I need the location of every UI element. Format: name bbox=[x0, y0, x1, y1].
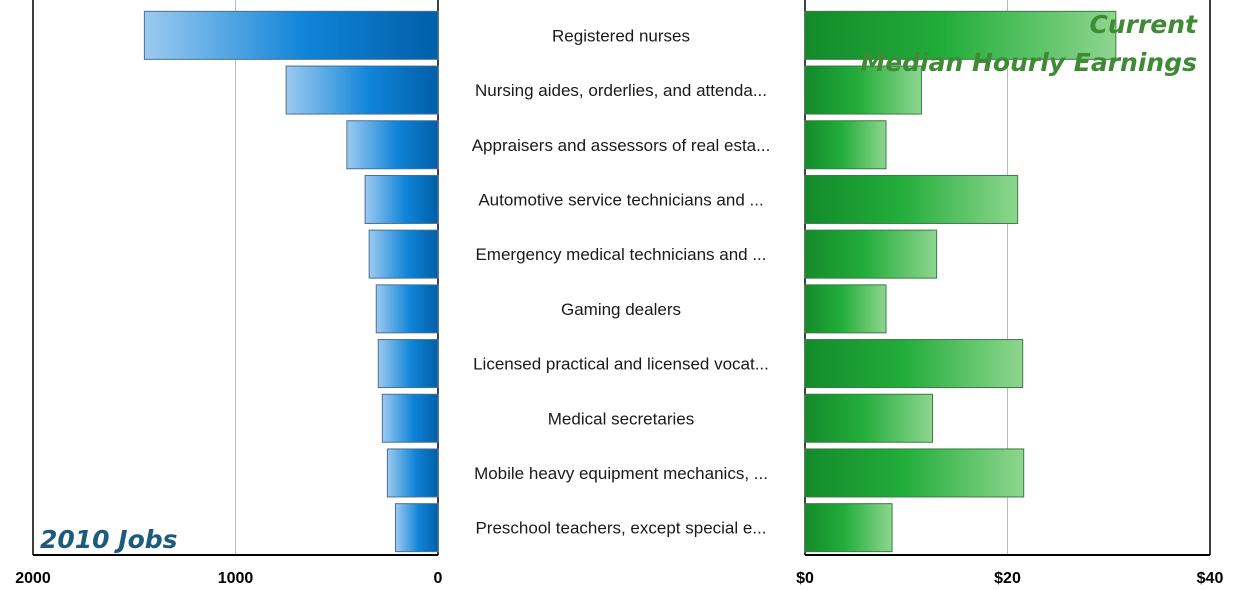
right-bar bbox=[804, 503, 893, 553]
category-label: Automotive service technicians and ... bbox=[478, 190, 763, 209]
right-bar bbox=[804, 10, 1117, 60]
left-bar bbox=[381, 393, 439, 443]
right-tick-label: $20 bbox=[994, 570, 1021, 587]
right-panel-title-line-2: Median Hourly Earnings bbox=[860, 48, 1197, 77]
left-tick-label: 2000 bbox=[15, 570, 51, 587]
right-bar bbox=[804, 284, 887, 334]
right-bars bbox=[804, 10, 1117, 553]
right-bar bbox=[804, 393, 934, 443]
category-label: Gaming dealers bbox=[561, 300, 681, 319]
category-label: Licensed practical and licensed vocat... bbox=[473, 355, 769, 374]
category-label: Nursing aides, orderlies, and attenda... bbox=[475, 81, 767, 100]
right-bar bbox=[804, 65, 922, 115]
left-bars bbox=[143, 10, 439, 553]
category-label: Mobile heavy equipment mechanics, ... bbox=[474, 464, 768, 483]
left-bar bbox=[377, 339, 439, 389]
right-tick-labels: $0 $20 $40 bbox=[796, 570, 1223, 587]
right-bar bbox=[804, 229, 938, 279]
right-bar bbox=[804, 448, 1025, 498]
right-tick-label: $40 bbox=[1197, 570, 1224, 587]
right-panel: $0 $20 $40 Current Median Hourly Earnings bbox=[796, 0, 1223, 587]
left-bar bbox=[386, 448, 439, 498]
left-bar bbox=[394, 503, 439, 553]
right-bar bbox=[804, 120, 887, 170]
category-label: Emergency medical technicians and ... bbox=[475, 245, 766, 264]
left-bar bbox=[143, 10, 439, 60]
category-label: Appraisers and assessors of real esta... bbox=[472, 136, 771, 155]
left-bar bbox=[375, 284, 439, 334]
left-tick-label: 1000 bbox=[218, 570, 254, 587]
category-label: Registered nurses bbox=[552, 26, 690, 45]
left-tick-label: 0 bbox=[434, 570, 443, 587]
right-panel-title-line-1: Current bbox=[1089, 10, 1198, 39]
left-panel: 2000 1000 0 2010 Jobs bbox=[15, 0, 443, 587]
left-bar bbox=[364, 174, 439, 224]
left-tick-labels: 2000 1000 0 bbox=[15, 570, 442, 587]
left-bar bbox=[346, 120, 439, 170]
left-panel-title: 2010 Jobs bbox=[40, 525, 178, 554]
right-bar bbox=[804, 339, 1024, 389]
category-label: Medical secretaries bbox=[548, 409, 694, 428]
left-bar bbox=[368, 229, 439, 279]
right-tick-label: $0 bbox=[796, 570, 814, 587]
left-bar bbox=[285, 65, 439, 115]
right-bar bbox=[804, 174, 1019, 224]
category-label: Preschool teachers, except special e... bbox=[475, 519, 766, 538]
category-labels: Registered nurses Nursing aides, orderlie… bbox=[472, 26, 771, 537]
